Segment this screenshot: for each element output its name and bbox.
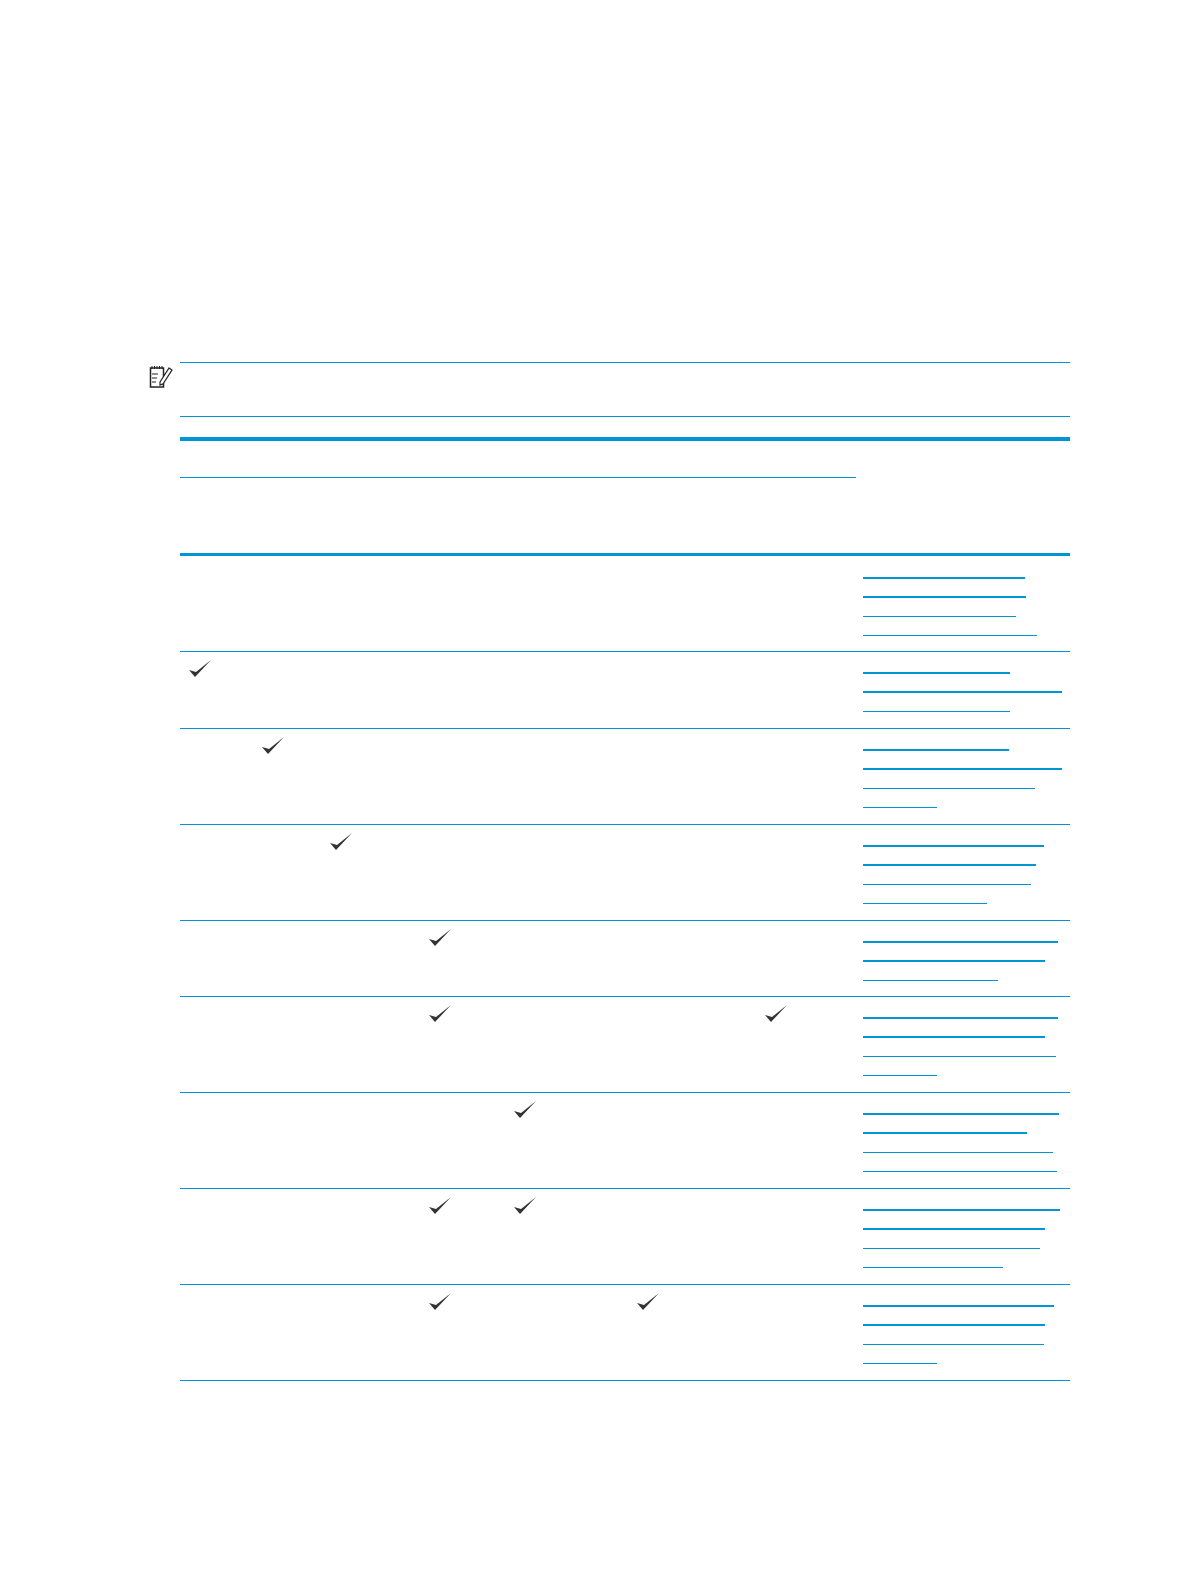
reference-link[interactable] [863, 1017, 1058, 1019]
header-bottom-rule [180, 553, 1070, 556]
reference-link[interactable] [863, 596, 1026, 598]
reference-link[interactable] [863, 787, 1035, 790]
checkmark-icon [260, 735, 286, 757]
reference-link[interactable] [863, 806, 937, 809]
table-row-rule [180, 651, 1070, 652]
reference-link[interactable] [863, 691, 1062, 693]
note-top-rule [180, 362, 1070, 363]
reference-link[interactable] [863, 1343, 1044, 1346]
reference-link[interactable] [863, 1209, 1060, 1211]
reference-link[interactable] [863, 768, 1062, 770]
reference-link[interactable] [863, 845, 1044, 847]
reference-link[interactable] [863, 577, 1025, 579]
reference-link[interactable] [863, 1362, 937, 1365]
table-row-rule [180, 1284, 1070, 1285]
reference-link[interactable] [863, 1170, 1057, 1173]
reference-link[interactable] [863, 634, 1037, 637]
checkmark-icon [763, 1003, 789, 1025]
reference-link[interactable] [863, 749, 1009, 751]
checkmark-icon [427, 1003, 453, 1025]
checkmark-icon [427, 1195, 453, 1217]
reference-link[interactable] [863, 1036, 1045, 1038]
reference-link[interactable] [863, 941, 1058, 943]
table-row-rule [180, 996, 1070, 997]
reference-link[interactable] [863, 1055, 1056, 1058]
reference-link[interactable] [863, 1113, 1059, 1115]
reference-link[interactable] [863, 710, 1010, 713]
reference-link[interactable] [863, 883, 1031, 886]
reference-link[interactable] [863, 1074, 937, 1077]
reference-link[interactable] [863, 615, 1016, 618]
reference-link[interactable] [863, 1324, 1045, 1326]
reference-link[interactable] [863, 960, 1045, 962]
checkmark-icon [427, 927, 453, 949]
reference-link[interactable] [863, 1132, 1027, 1134]
reference-link[interactable] [863, 1228, 1045, 1230]
reference-link[interactable] [863, 672, 1010, 674]
reference-link[interactable] [863, 979, 998, 982]
note-bottom-rule [180, 416, 1070, 417]
table-row-rule [180, 824, 1070, 825]
reference-link[interactable] [863, 1305, 1054, 1307]
table-row-rule [180, 1188, 1070, 1189]
checkmark-icon [328, 831, 354, 853]
table-top-rule [180, 437, 1070, 441]
table-row-rule [180, 1380, 1070, 1381]
table-row-rule [180, 728, 1070, 729]
table-row-rule [180, 920, 1070, 921]
checkmark-icon [187, 658, 213, 680]
reference-link[interactable] [863, 864, 1036, 866]
header-group-rule [180, 477, 856, 478]
table-row-rule [180, 1092, 1070, 1093]
reference-link[interactable] [863, 902, 987, 905]
reference-link[interactable] [863, 1266, 1003, 1269]
checkmark-icon [427, 1291, 453, 1313]
note-pencil-icon [149, 366, 173, 388]
checkmark-icon [635, 1291, 661, 1313]
checkmark-icon [512, 1099, 538, 1121]
reference-link[interactable] [863, 1247, 1040, 1250]
checkmark-icon [512, 1195, 538, 1217]
reference-link[interactable] [863, 1151, 1053, 1154]
